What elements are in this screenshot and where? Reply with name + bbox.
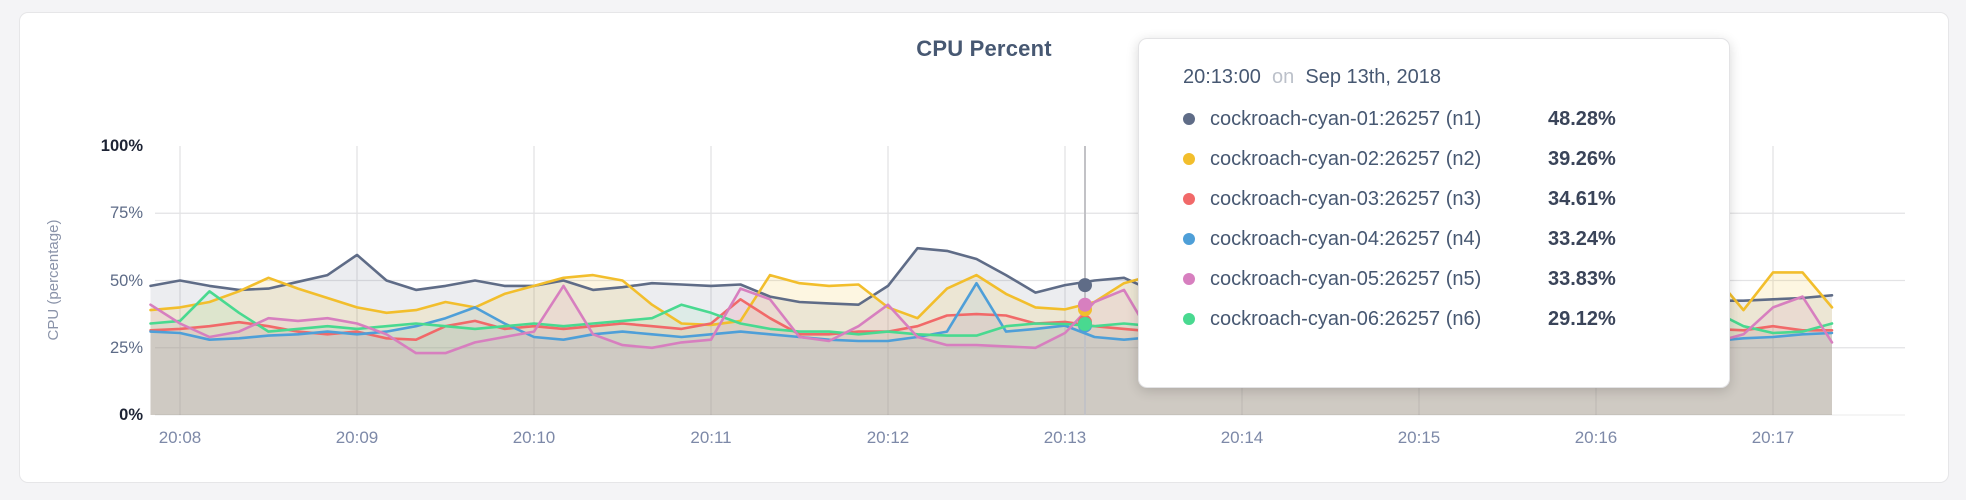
tooltip-series-name: cockroach-cyan-06:26257 (n6) bbox=[1210, 307, 1482, 330]
chart-title: CPU Percent bbox=[916, 36, 1052, 61]
tooltip-series-name: cockroach-cyan-03:26257 (n3) bbox=[1210, 187, 1482, 210]
tooltip-series-value: 33.83% bbox=[1548, 267, 1616, 290]
series-color-dot-icon bbox=[1183, 153, 1195, 165]
y-tick-label: 75% bbox=[109, 204, 143, 223]
tooltip-series-name: cockroach-cyan-05:26257 (n5) bbox=[1210, 267, 1482, 290]
series-color-dot-icon bbox=[1183, 233, 1195, 245]
tooltip-series-value: 33.24% bbox=[1548, 227, 1616, 250]
tooltip-date: Sep 13th, 2018 bbox=[1305, 66, 1442, 88]
x-tick-label: 20:12 bbox=[866, 428, 910, 447]
hover-marker-n1 bbox=[1078, 278, 1092, 293]
tooltip-series-value: 39.26% bbox=[1548, 147, 1616, 170]
tooltip-series-name: cockroach-cyan-01:26257 (n1) bbox=[1210, 107, 1482, 130]
x-tick-label: 20:08 bbox=[158, 428, 202, 447]
series-color-dot-icon bbox=[1183, 273, 1195, 285]
x-tick-label: 20:14 bbox=[1220, 428, 1264, 447]
hover-markers bbox=[1078, 278, 1092, 333]
tooltip-row: cockroach-cyan-06:26257 (n6) 29.12% bbox=[1183, 299, 1729, 339]
tooltip-series-value: 34.61% bbox=[1548, 187, 1616, 210]
y-tick-label: 0% bbox=[119, 406, 143, 424]
tooltip-row: cockroach-cyan-05:26257 (n5) 33.83% bbox=[1183, 259, 1729, 299]
x-tick-label: 20:17 bbox=[1751, 428, 1795, 447]
y-tick-label: 25% bbox=[109, 338, 143, 357]
tooltip-series-name: cockroach-cyan-02:26257 (n2) bbox=[1210, 147, 1482, 170]
tooltip-series-value: 29.12% bbox=[1548, 307, 1616, 330]
hover-marker-n6 bbox=[1078, 297, 1092, 312]
hover-marker-n5 bbox=[1078, 316, 1092, 331]
x-tick-label: 20:10 bbox=[512, 428, 556, 447]
tooltip-row: cockroach-cyan-03:26257 (n3) 34.61% bbox=[1183, 179, 1729, 219]
x-tick-label: 20:13 bbox=[1043, 428, 1087, 447]
tooltip-header: 20:13:00 on Sep 13th, 2018 bbox=[1183, 66, 1442, 88]
tooltip-series-name: cockroach-cyan-04:26257 (n4) bbox=[1210, 227, 1482, 250]
tooltip-row: cockroach-cyan-04:26257 (n4) 33.24% bbox=[1183, 219, 1729, 259]
series-color-dot-icon bbox=[1183, 193, 1195, 205]
x-tick-label: 20:11 bbox=[690, 428, 732, 447]
series-color-dot-icon bbox=[1183, 313, 1195, 325]
x-tick-label: 20:15 bbox=[1397, 428, 1441, 447]
tooltip-series-value: 48.28% bbox=[1548, 107, 1616, 130]
tooltip-rows: cockroach-cyan-01:26257 (n1) 48.28% cockro… bbox=[1183, 99, 1729, 339]
y-tick-label: 100% bbox=[100, 137, 143, 155]
tooltip-time: 20:13:00 bbox=[1183, 66, 1261, 88]
hover-tooltip: 20:13:00 on Sep 13th, 2018 cockroach-cya… bbox=[1138, 38, 1730, 388]
x-tick-label: 20:09 bbox=[335, 428, 379, 447]
tooltip-row: cockroach-cyan-02:26257 (n2) 39.26% bbox=[1183, 139, 1729, 179]
x-tick-label: 20:16 bbox=[1574, 428, 1618, 447]
series-color-dot-icon bbox=[1183, 113, 1195, 125]
y-tick-label: 50% bbox=[109, 271, 143, 290]
tooltip-row: cockroach-cyan-01:26257 (n1) 48.28% bbox=[1183, 99, 1729, 139]
